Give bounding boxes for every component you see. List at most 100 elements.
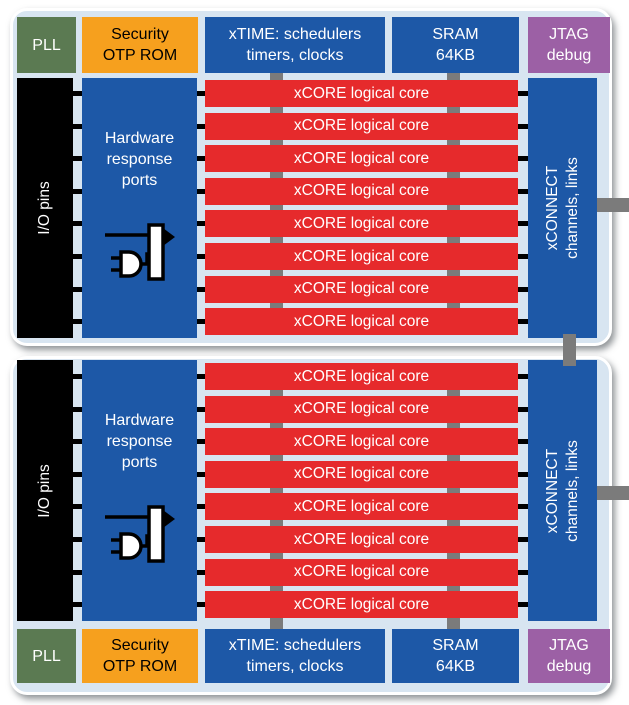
pin-connector-tick	[518, 188, 528, 194]
security-otp-rom-box-label: OTP ROM	[102, 47, 178, 64]
xcore-core-label: xCORE logical core	[293, 280, 430, 298]
pin-connector-tick	[197, 254, 205, 259]
pll-box: PLL	[17, 17, 76, 73]
xcore-core-label: xCORE logical core	[293, 84, 430, 102]
xtime-box-label: xTIME: schedulers	[228, 26, 362, 43]
pin-connector-tick	[197, 602, 205, 608]
pin-connector-tick	[518, 91, 528, 96]
logic-gate-port-icon	[105, 223, 175, 281]
pin-connector-tick	[73, 156, 82, 162]
xtime-box: xTIME: schedulers timers, clocks	[205, 17, 385, 73]
pin-connector-tick	[73, 188, 82, 194]
chip-link-stub	[597, 198, 629, 212]
xcore-core-label: xCORE logical core	[293, 400, 430, 418]
xcore-core-label: xCORE logical core	[293, 149, 430, 167]
jtag-debug-box-label: debug	[546, 658, 592, 675]
xtime-box-label: timers, clocks	[246, 47, 344, 64]
pin-connector-tick	[73, 91, 82, 96]
jtag-debug-box-label: JTAG	[549, 26, 589, 43]
xcore-logical-core-bar: xCORE logical core	[205, 493, 518, 521]
hardware-ports-label: Hardware response ports	[82, 128, 197, 191]
hardware-ports-line: Hardware	[104, 130, 175, 147]
xcore-logical-core-bar: xCORE logical core	[205, 395, 518, 423]
security-otp-rom-box-label: OTP ROM	[102, 658, 178, 675]
pin-connector-tick	[197, 374, 205, 379]
pin-connector-tick	[518, 602, 528, 608]
chip-link-stub	[597, 486, 629, 500]
xcore-logical-core-bar: xCORE logical core	[205, 428, 518, 456]
io-pins-label: I/O pins	[35, 464, 55, 517]
io-pins-column: I/O pins	[17, 78, 73, 338]
xcore-logical-core-bar: xCORE logical core	[205, 591, 518, 619]
xcore-core-label: xCORE logical core	[293, 214, 430, 232]
xcore-core-label: xCORE logical core	[293, 247, 430, 265]
pin-connector-tick	[518, 374, 528, 379]
xcore-logical-core-bar: xCORE logical core	[205, 308, 518, 336]
jtag-debug-box-label: debug	[546, 47, 592, 64]
sram-box-label: 64KB	[435, 658, 476, 675]
pin-connector-tick	[197, 156, 205, 162]
pin-connector-tick	[518, 504, 528, 510]
jtag-debug-box-label: JTAG	[549, 637, 589, 654]
security-otp-rom-box: Security OTP ROM	[82, 629, 198, 683]
xcore-core-label: xCORE logical core	[293, 465, 430, 483]
pin-connector-tick	[518, 156, 528, 162]
hardware-ports-label: Hardware response ports	[82, 410, 197, 473]
pin-connector-tick	[518, 319, 528, 325]
inter-tile-link-connector	[563, 334, 576, 366]
pin-connector-tick	[518, 221, 528, 227]
io-pins-label: I/O pins	[35, 181, 55, 234]
pin-connector-tick	[197, 286, 205, 292]
hardware-response-ports-block: Hardware response ports	[82, 78, 197, 338]
xcore-core-label: xCORE logical core	[293, 497, 430, 515]
tile-1: PLL Security OTP ROM xTIME: schedulers timer…	[10, 8, 629, 346]
pin-connector-tick	[73, 569, 82, 575]
pin-connector-tick	[518, 406, 528, 412]
xcore-logical-core-bar: xCORE logical core	[205, 112, 518, 140]
pin-connector-tick	[197, 537, 205, 542]
pll-box-label: PLL	[32, 647, 61, 665]
xcore-logical-core-bar: xCORE logical core	[205, 526, 518, 553]
xconnect-line: xCONNECT	[543, 448, 561, 533]
xcore-core-label: xCORE logical core	[293, 312, 430, 330]
logic-gate-port-icon	[105, 505, 175, 563]
pin-connector-tick	[518, 439, 528, 445]
xcore-logical-core-bar: xCORE logical core	[205, 210, 518, 238]
xtime-box-label: xTIME: schedulers	[228, 637, 362, 654]
xtime-box-label: timers, clocks	[246, 658, 344, 675]
port-logic-icon	[105, 223, 175, 281]
pin-connector-tick	[197, 439, 205, 445]
pin-connector-tick	[197, 569, 205, 575]
jtag-debug-box: JTAG debug	[528, 17, 610, 73]
io-pins-text: I/O pins	[36, 463, 53, 518]
xcore-core-label: xCORE logical core	[293, 432, 430, 450]
hardware-ports-line: ports	[121, 454, 158, 471]
xcore-core-label: xCORE logical core	[293, 595, 430, 613]
xcore-logical-core-bar: xCORE logical core	[205, 275, 518, 303]
pin-connector-tick	[197, 406, 205, 412]
xcore-core-label: xCORE logical core	[293, 367, 430, 385]
sram-box-label: 64KB	[435, 47, 476, 64]
jtag-debug-box: JTAG debug	[528, 629, 610, 683]
hardware-ports-line: Hardware	[104, 412, 175, 429]
xcore-core-label: xCORE logical core	[293, 182, 430, 200]
security-otp-rom-box: Security OTP ROM	[82, 17, 198, 73]
pin-connector-tick	[73, 471, 82, 477]
xconnect-column: xCONNECT channels, links	[528, 78, 597, 338]
xcore-logical-core-bar: xCORE logical core	[205, 363, 518, 390]
sram-box-label: SRAM	[432, 637, 479, 654]
xcore-core-label: xCORE logical core	[293, 530, 430, 548]
security-otp-rom-box-label: Security	[111, 26, 169, 43]
port-logic-icon	[105, 505, 175, 563]
pin-connector-tick	[197, 188, 205, 194]
tile-2: PLL Security OTP ROM xTIME: schedulers timer…	[10, 356, 629, 695]
xcore-logical-core-bar: xCORE logical core	[205, 243, 518, 270]
sram-box-label: SRAM	[432, 26, 479, 43]
sram-box: SRAM 64KB	[392, 17, 519, 73]
xcore-logical-core-bar: xCORE logical core	[205, 177, 518, 205]
pin-connector-tick	[197, 123, 205, 129]
hardware-ports-line: response	[106, 151, 173, 168]
hardware-ports-line: response	[106, 433, 173, 450]
pin-connector-tick	[73, 123, 82, 129]
